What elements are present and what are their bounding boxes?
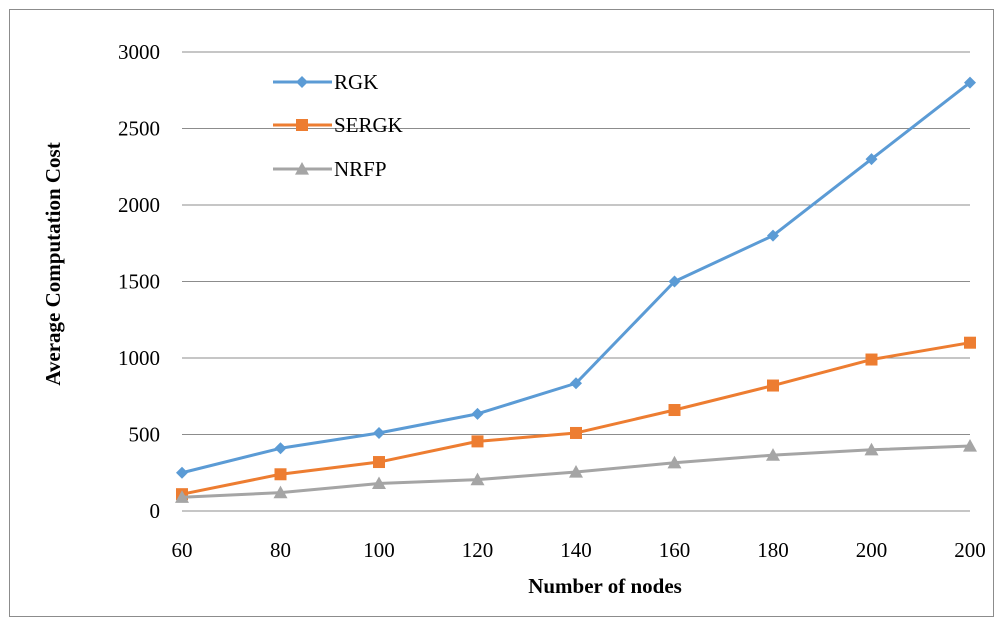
data-point-sergk [767,379,779,392]
data-point-rgk [471,407,484,420]
legend: RGK SERGK NRFP [273,70,403,181]
x-tick-label: 60 [172,538,193,562]
x-axis-ticks: 60 80 100 120 140 160 180 200 200 [172,538,986,562]
legend-item-nrfp: NRFP [273,157,387,181]
legend-label-nrfp: NRFP [334,157,387,181]
data-point-rgk [570,377,582,390]
data-point-sergk [668,404,681,417]
x-tick-label: 140 [560,538,592,562]
y-tick-label: 2500 [118,117,160,141]
legend-marker-rgk [296,76,308,88]
legend-label-rgk: RGK [334,70,378,94]
data-point-rgk [865,153,878,166]
legend-item-sergk: SERGK [273,113,403,137]
x-tick-label: 200 [954,538,986,562]
y-axis-title: Average Computation Cost [41,142,65,385]
data-point-nrfp [766,448,780,461]
y-axis-ticks: 0 500 1000 1500 2000 2500 3000 [118,40,160,523]
data-point-nrfp [470,472,485,486]
legend-label-sergk: SERGK [334,113,403,137]
y-tick-label: 0 [150,499,161,523]
data-point-sergk [274,468,287,481]
data-point-nrfp [273,485,288,499]
series-line-rgk [181,81,971,475]
series-rgk [176,76,976,479]
x-tick-label: 80 [270,538,291,562]
x-tick-label: 100 [363,538,395,562]
legend-marker-sergk [296,119,308,131]
y-tick-label: 500 [129,423,161,447]
chart-frame [9,9,994,617]
data-point-sergk [964,336,976,349]
data-point-rgk [274,442,287,455]
data-point-sergk [570,426,582,439]
x-tick-label: 200 [856,538,888,562]
data-point-sergk [865,353,878,366]
data-point-rgk [668,275,681,288]
x-tick-label: 120 [462,538,494,562]
data-point-sergk [373,456,385,469]
data-point-nrfp [864,442,879,456]
data-point-sergk [471,435,484,448]
y-tick-label: 2000 [118,193,160,217]
x-tick-label: 160 [659,538,691,562]
data-point-nrfp [175,490,189,503]
y-tick-label: 1000 [118,346,160,370]
y-tick-label: 1500 [118,270,160,294]
data-point-nrfp [963,438,977,452]
data-point-rgk [767,229,779,242]
data-point-nrfp [372,476,386,490]
data-point-nrfp [569,464,583,478]
series-group [175,76,977,503]
data-point-rgk [964,76,976,89]
data-point-rgk [176,466,188,479]
legend-marker-nrfp [295,162,309,175]
x-tick-label: 180 [757,538,789,562]
legend-item-rgk: RGK [273,70,378,94]
x-axis-title: Number of nodes [528,574,682,598]
data-point-nrfp [667,455,682,469]
y-tick-label: 3000 [118,40,160,64]
data-point-rgk [373,426,385,439]
series-nrfp [175,438,977,503]
grid [182,51,970,512]
